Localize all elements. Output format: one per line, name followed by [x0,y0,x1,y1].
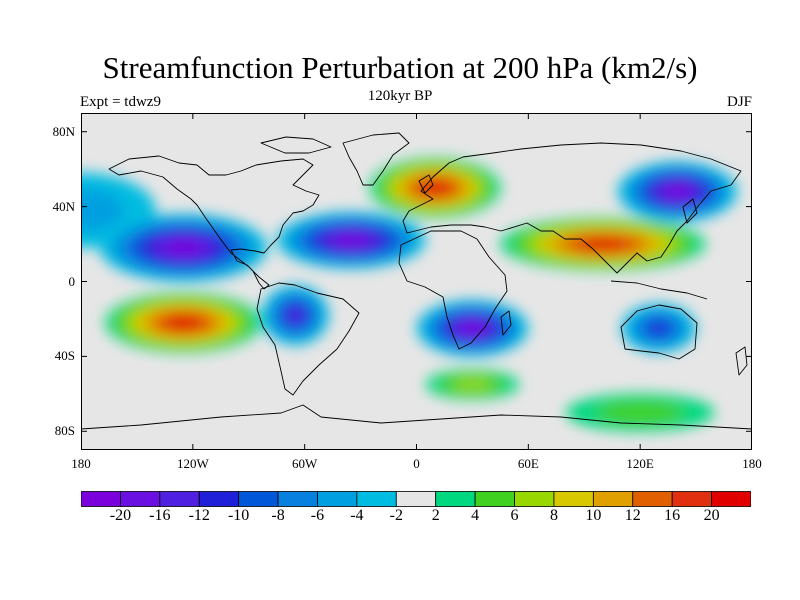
coast-antarctica [81,404,752,430]
colorbar-tick-label: 20 [703,507,720,524]
field-blobs [81,157,738,432]
colorbar-tick-label: -12 [188,507,210,524]
coast-uk [418,174,434,194]
colorbar-box-16 [711,491,751,507]
coast-arctic-islands [260,136,332,154]
field-contour-3-7 [424,182,447,193]
colorbar-box-7 [356,491,397,507]
colorbar-tick-label: -8 [271,507,285,524]
season-label: DJF [726,94,752,110]
field-contour-7-5 [288,308,303,322]
colorbar-box-0 [81,491,121,507]
colorbar-box-3 [198,491,240,507]
colorbar-tick-label: 4 [471,507,480,524]
colorbar-tick-label: 8 [549,507,558,524]
field-contour-0-1 [81,188,125,233]
y-tick-label: 80S [54,423,75,439]
field-contour-2-7 [338,235,364,245]
y-tick-label: 0 [68,273,76,289]
chart-subtitle: 120kyr BP [367,88,433,104]
field-contour-1-7 [169,242,198,254]
colorbar-box-2 [159,491,200,507]
x-tick-label: 0 [413,456,420,471]
colorbar-box-5 [277,491,318,507]
colorbar-tick-label: -6 [310,507,325,524]
colorbar-box-4 [238,491,279,507]
field-contour-11-1 [596,401,684,424]
colorbar-box-13 [592,491,634,507]
colorbar [81,491,751,507]
field-contour-8-7 [463,323,482,333]
coast-north-america [108,155,320,290]
field-contour-10-2 [453,378,492,391]
coast-africa [398,230,508,350]
colorbar-tick-label: 16 [664,507,681,524]
x-tick-label: 180 [742,456,762,471]
y-tick-label: 80N [52,123,75,139]
coast-madagascar [500,310,512,336]
colorbar-tick-label: -16 [149,507,171,524]
map-plot [81,113,752,450]
y-tick-label: 40N [52,198,75,214]
experiment-label: Expt = tdwz9 [80,94,161,110]
colorbar-box-8 [395,491,437,507]
field-contour-6-7 [170,317,197,328]
colorbar-tick-label: 12 [624,507,641,524]
colorbar-tick-label: 10 [585,507,602,524]
colorbar-tick-label: -10 [227,507,250,524]
colorbar-box-1 [120,491,161,507]
colorbar-box-14 [632,491,673,507]
coast-eurasia [402,142,742,274]
colorbar-box-9 [435,491,476,507]
colorbar-tick-label: 2 [431,507,440,524]
colorbar-tick-label: -2 [389,507,403,524]
x-tick-label: 60W [292,456,318,471]
chart-title: Streamfunction Perturbation at 200 hPa (… [102,50,698,85]
x-tick-label: 120W [176,456,209,471]
y-tick-label: 40S [54,348,75,364]
coast-japan [682,198,698,224]
field-contour-5-7 [667,186,688,197]
coast-indonesia [610,280,708,300]
colorbar-tick-label: 6 [510,507,519,524]
colorbar-tick-label: -20 [109,507,132,524]
x-tick-label: 60E [517,456,539,471]
coast-australia [620,304,698,360]
field-contour-4-7 [585,239,620,249]
x-tick-label: 120E [626,456,654,471]
colorbar-box-6 [317,491,358,507]
coast-south-america [256,282,360,396]
colorbar-box-10 [474,491,515,507]
coast-new-zealand [735,346,748,376]
colorbar-box-15 [671,491,712,507]
coast-greenland [342,132,410,186]
x-tick-label: 180 [71,456,91,471]
coastlines [81,132,752,430]
colorbar-tick-label: -4 [350,507,364,524]
field-contour-9-4 [649,321,669,335]
colorbar-box-12 [553,491,594,507]
colorbar-box-11 [514,491,555,507]
